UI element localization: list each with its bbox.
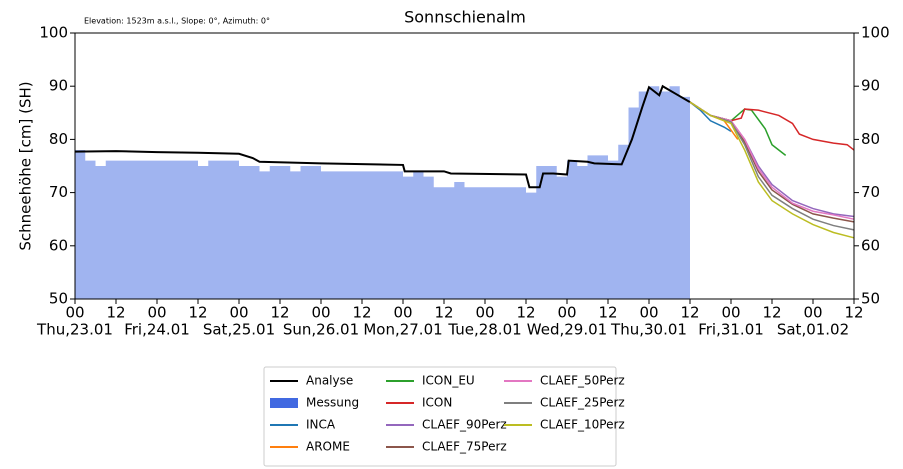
y-tick-label: 100 [39,24,68,42]
y2-tick-label: 60 [861,236,880,254]
x-tick-label: 00 [721,304,740,322]
legend-label: INCA [306,418,336,432]
legend-box [263,366,617,467]
x-tick-label: 00 [65,304,84,322]
area [75,86,690,299]
line [689,101,855,239]
legend-label: Analyse [306,374,353,388]
x-tick-label: 12 [762,304,781,322]
y2-tick-label: 80 [861,130,880,148]
x-tick-label: 12 [516,304,535,322]
y2-tick-label: 90 [861,77,880,95]
y2-tick-label: 70 [861,183,880,201]
x-tick-label: 12 [352,304,371,322]
chart-title: Sonnschienalm [404,8,526,27]
legend-label: CLAEF_25Perz [540,396,625,410]
x-tick-label: 00 [393,304,412,322]
y-tick-label: 90 [49,77,68,95]
line [689,101,787,156]
x-tick-label: 00 [229,304,248,322]
line [74,84,691,189]
y-tick-label: 60 [49,236,68,254]
line [689,101,855,231]
x-tick-label: 12 [844,304,863,322]
legend-label: AROME [306,440,350,454]
line [689,101,855,223]
y-tick-label: 50 [49,290,68,308]
plot-frame [74,32,855,300]
day-label: Wed,29.01 [527,321,607,339]
day-label: Fri,31.01 [698,321,764,339]
y-axis-label: Schneehöhe [cm] (SH) [17,81,35,250]
legend-swatch [270,398,298,408]
legend-label: Messung [306,396,359,410]
day-label: Tue,28.01 [447,321,521,339]
x-tick-label: 12 [270,304,289,322]
x-tick-label: 00 [147,304,166,322]
x-tick-label: 12 [680,304,699,322]
legend-label: ICON [422,396,452,410]
y2-tick-label: 50 [861,290,880,308]
legend-label: CLAEF_90Perz [422,418,507,432]
y-tick-label: 80 [49,130,68,148]
annotation: Elevation: 1523m a.s.l., Slope: 0°, Azim… [84,17,270,26]
day-label: Thu,30.01 [610,321,687,339]
day-label: Fri,24.01 [124,321,190,339]
y-tick-label: 70 [49,183,68,201]
day-label: Sat,25.01 [203,321,275,339]
legend-label: CLAEF_10Perz [540,418,625,432]
legend-label: CLAEF_75Perz [422,440,507,454]
line [689,101,855,220]
legend-label: ICON_EU [422,374,475,388]
day-label: Mon,27.01 [363,321,442,339]
x-tick-label: 00 [475,304,494,322]
x-tick-label: 12 [188,304,207,322]
y2-tick-label: 100 [861,24,890,42]
day-label: Sat,01.02 [777,321,849,339]
x-tick-label: 00 [557,304,576,322]
x-tick-label: 00 [803,304,822,322]
x-tick-label: 00 [639,304,658,322]
x-tick-label: 12 [106,304,125,322]
x-tick-label: 12 [434,304,453,322]
legend-label: CLAEF_50Perz [540,374,625,388]
x-tick-label: 12 [598,304,617,322]
x-tick-label: 00 [311,304,330,322]
day-label: Thu,23.01 [36,321,113,339]
day-label: Sun,26.01 [283,321,359,339]
